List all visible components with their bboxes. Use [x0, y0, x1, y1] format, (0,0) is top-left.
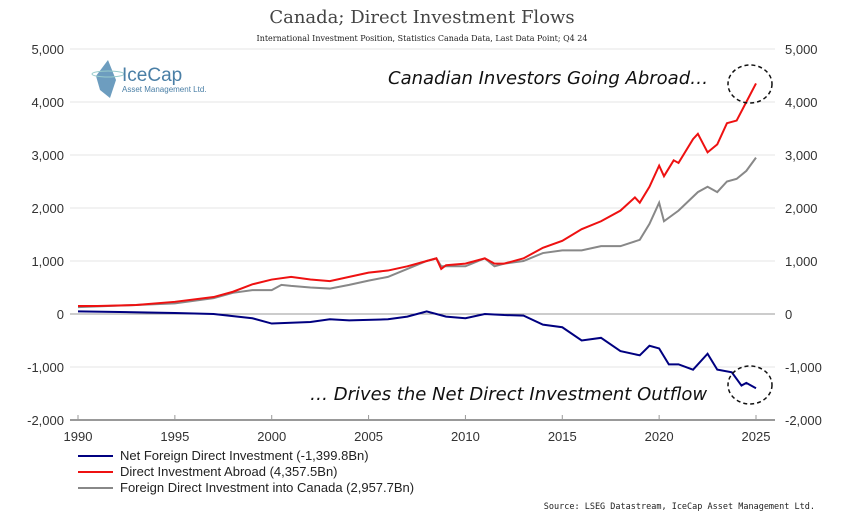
x-tick-label: 2000 — [257, 429, 286, 444]
y-tick-label-right: 2,000 — [785, 201, 818, 216]
legend-label: Net Foreign Direct Investment (-1,399.8B… — [120, 448, 369, 463]
y-tick-label-left: 1,000 — [31, 254, 64, 269]
logo-tagline: Asset Management Ltd. — [122, 85, 207, 94]
x-tick-label: 1995 — [160, 429, 189, 444]
y-tick-label-right: 0 — [785, 307, 792, 322]
y-tick-label-right: 3,000 — [785, 148, 818, 163]
y-tick-label-right: -1,000 — [785, 360, 822, 375]
y-tick-label-left: -1,000 — [27, 360, 64, 375]
chart-subtitle: International Investment Position, Stati… — [257, 34, 588, 43]
y-tick-label-left: 5,000 — [31, 42, 64, 57]
logo-name: IceCap — [122, 65, 182, 86]
chart-title: Canada; Direct Investment Flows — [269, 7, 574, 28]
annotation-outflow: … Drives the Net Direct Investment Outfl… — [310, 384, 707, 405]
y-tick-label-right: 4,000 — [785, 95, 818, 110]
y-tick-label-right: -2,000 — [785, 413, 822, 428]
annotation-abroad: Canadian Investors Going Abroad… — [388, 68, 708, 89]
series-line-0 — [77, 310, 757, 390]
highlight-circle-abroad — [727, 64, 773, 104]
x-tick-label: 2020 — [645, 429, 674, 444]
series-line-1 — [78, 82, 757, 308]
y-tick-label-left: -2,000 — [27, 413, 64, 428]
source-note: Source: LSEG Datastream, IceCap Asset Ma… — [544, 502, 815, 512]
iceberg-icon — [96, 60, 116, 98]
x-tick-label: 2010 — [451, 429, 480, 444]
x-tick-label: 2025 — [742, 429, 771, 444]
icecap-logo: IceCap Asset Management Ltd. — [91, 60, 207, 98]
x-tick-label: 1990 — [64, 429, 93, 444]
series-line-2 — [77, 157, 757, 309]
highlight-circle-net — [727, 365, 773, 405]
y-tick-label-left: 2,000 — [31, 201, 64, 216]
x-tick-label: 2015 — [548, 429, 577, 444]
x-tick-label: 2005 — [354, 429, 383, 444]
y-tick-label-left: 0 — [57, 307, 64, 322]
y-tick-label-right: 5,000 — [785, 42, 818, 57]
y-tick-label-right: 1,000 — [785, 254, 818, 269]
y-tick-label-left: 3,000 — [31, 148, 64, 163]
y-tick-label-left: 4,000 — [31, 95, 64, 110]
legend-label: Foreign Direct Investment into Canada (2… — [120, 480, 414, 495]
legend-label: Direct Investment Abroad (4,357.5Bn) — [120, 464, 338, 479]
